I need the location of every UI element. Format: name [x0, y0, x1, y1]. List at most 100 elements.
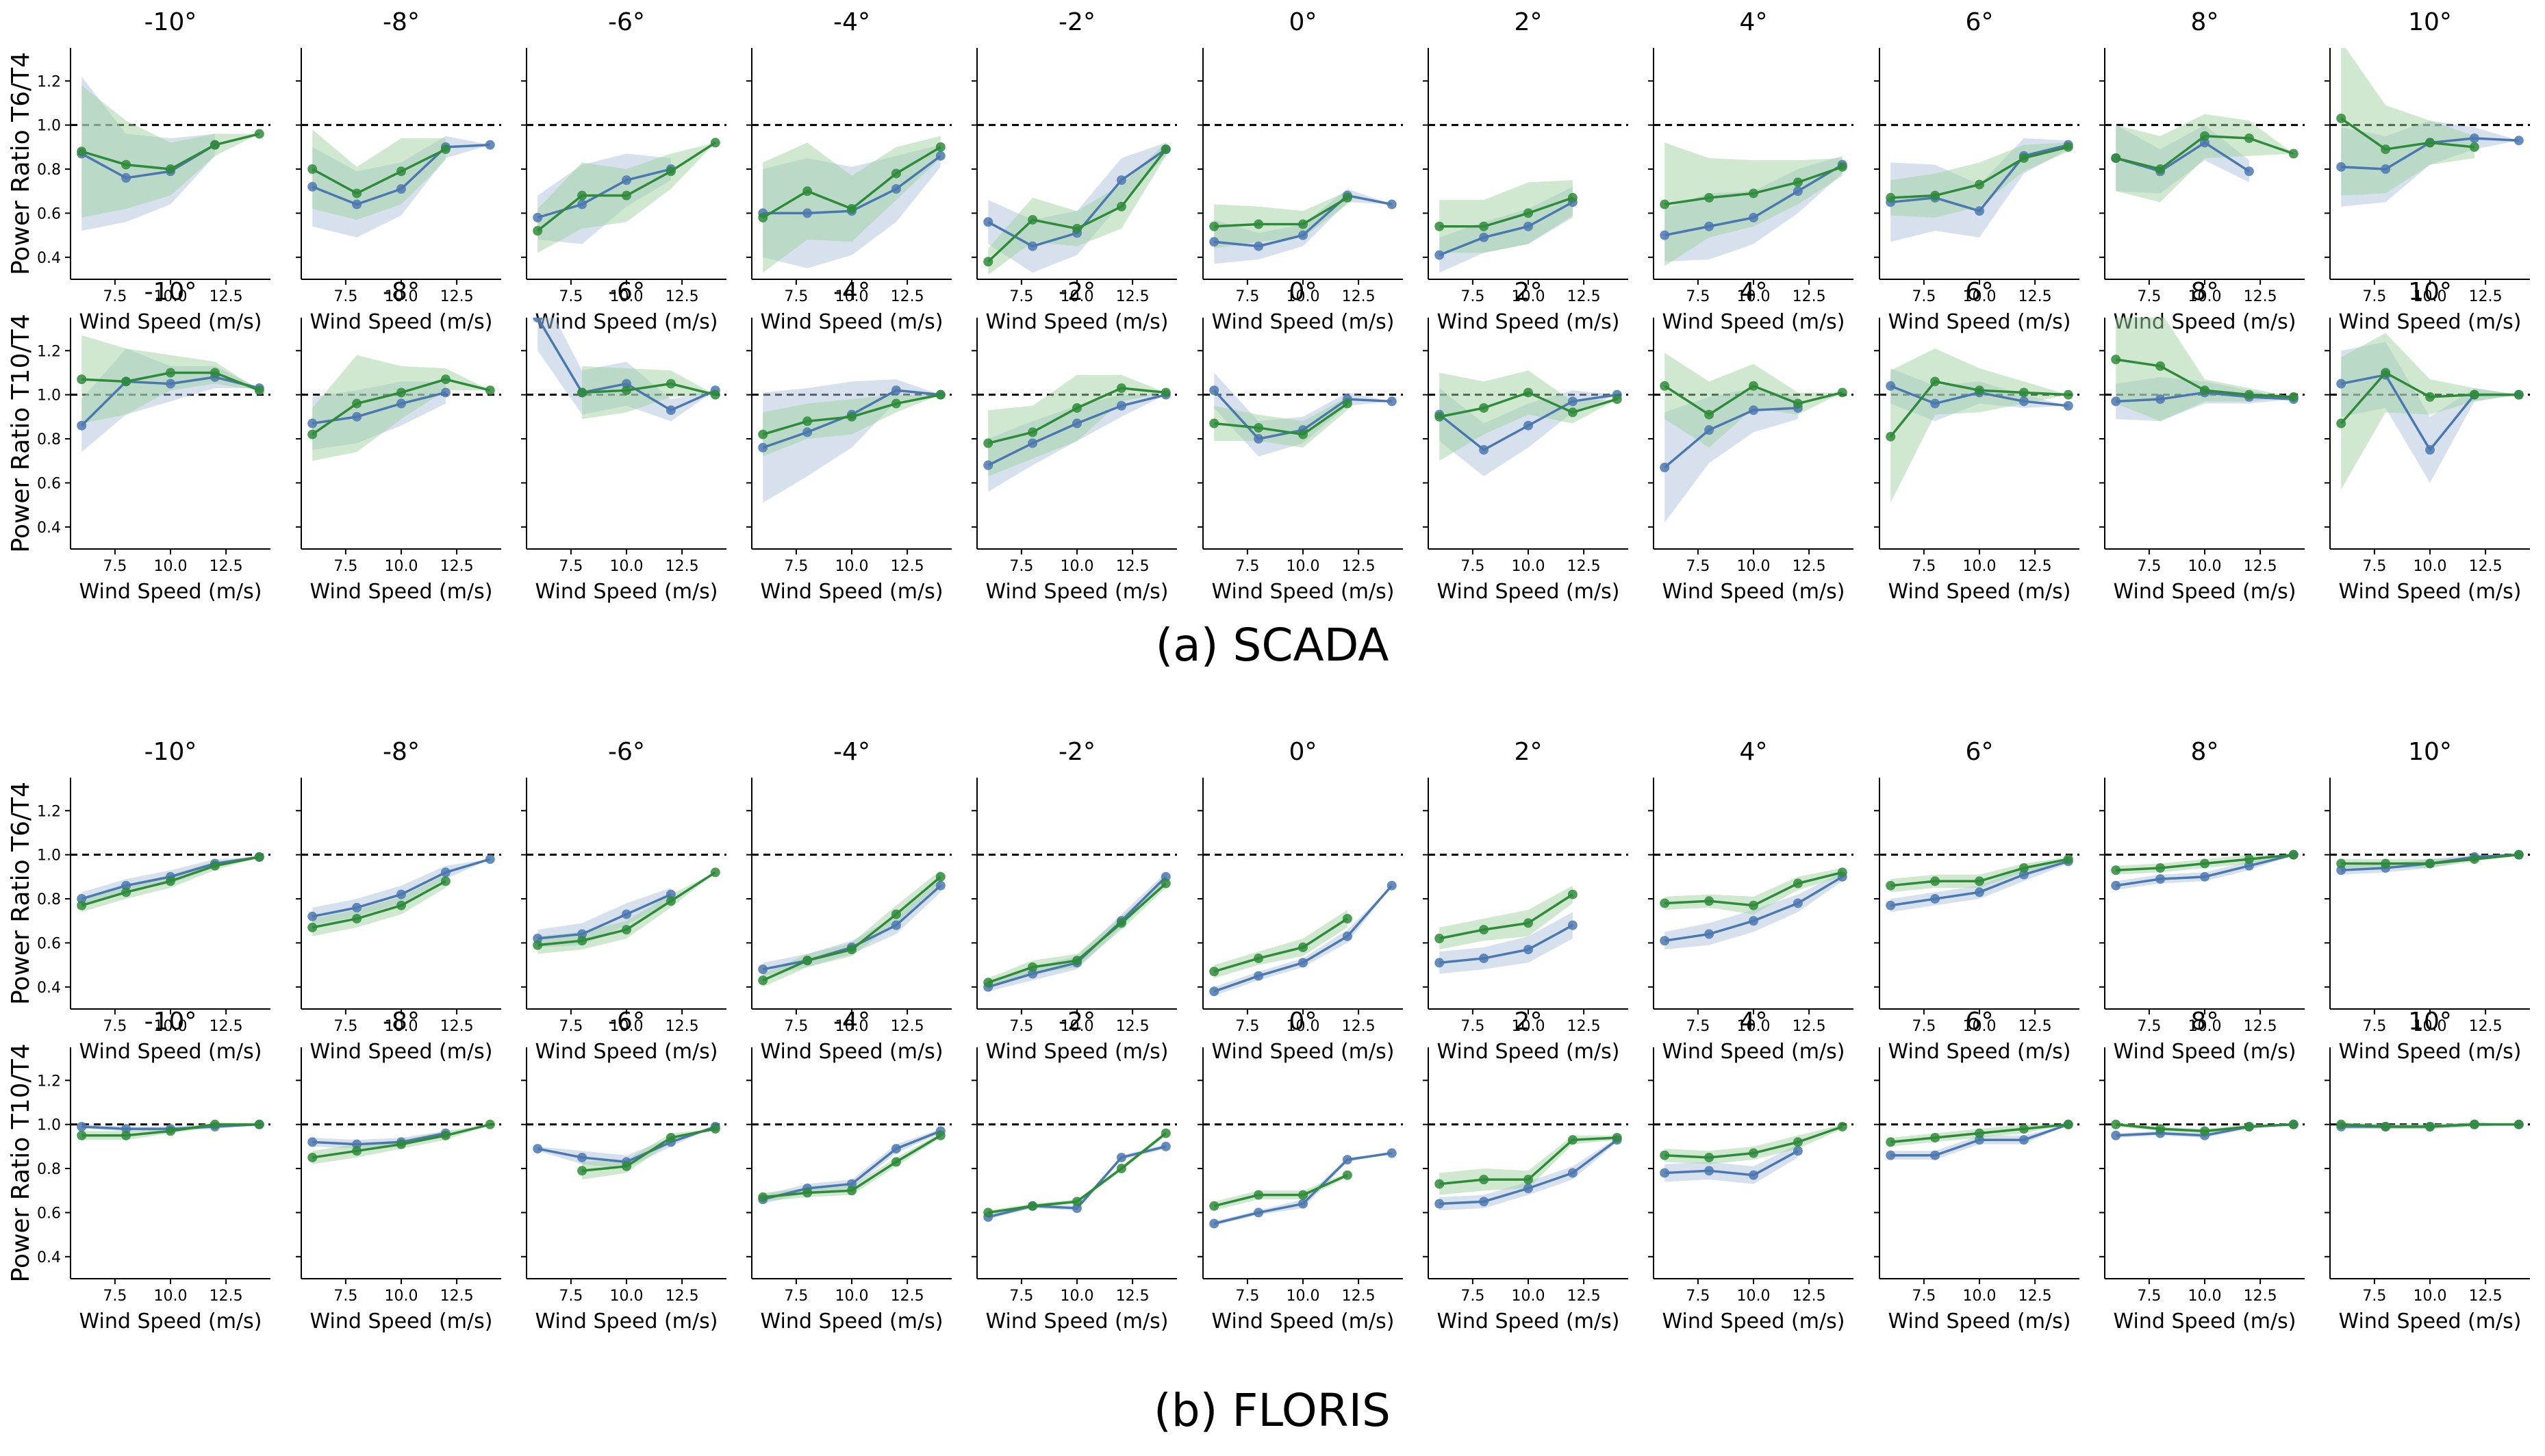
x-axis-label: Wind Speed (m/s) [1212, 580, 1395, 604]
green-data-point [2381, 368, 2391, 378]
x-tick-label: 7.5 [1235, 288, 1259, 305]
green-data-point [577, 936, 587, 946]
x-axis-label: Wind Speed (m/s) [761, 1310, 944, 1333]
x-tick-label: 10.0 [1287, 558, 1320, 575]
green-data-point [1072, 223, 1082, 233]
green-confidence-band [1214, 1173, 1347, 1211]
x-tick-label: 12.5 [666, 558, 699, 575]
x-tick-label: 10.0 [1061, 558, 1094, 575]
blue-data-point [2469, 133, 2479, 143]
panel-plot-area [977, 374, 1177, 492]
x-tick-label: 10.0 [1963, 1018, 1997, 1035]
x-tick-label: 7.5 [2137, 1288, 2161, 1305]
blue-data-point [1704, 1166, 1714, 1176]
x-tick-label: 10.0 [154, 558, 188, 575]
blue-data-point [533, 933, 543, 943]
panel-plot-area [752, 1123, 952, 1205]
x-tick-label: 12.5 [2244, 1018, 2277, 1035]
blue-data-point [2336, 379, 2346, 389]
panel: -10° 0.4 0.6 0.8 1.0 1.2 7.5 10.0 12.5 Wind Speed… [37, 8, 270, 334]
blue-data-point [891, 385, 901, 396]
x-tick-label: 10.0 [1061, 288, 1094, 305]
panel-title: -4° [833, 278, 870, 306]
green-data-point [2018, 863, 2029, 873]
blue-data-point [1298, 1199, 1308, 1209]
green-data-point [2381, 858, 2391, 869]
blue-data-point [485, 140, 495, 150]
section-caption-floris: (b) FLORIS [1154, 1384, 1391, 1437]
green-data-point [710, 867, 720, 878]
green-data-point [2200, 858, 2210, 869]
green-data-point [710, 389, 720, 400]
x-tick-label: 12.5 [2244, 1288, 2277, 1305]
blue-data-point [396, 398, 406, 409]
green-confidence-band [81, 85, 259, 218]
x-axis-label: Wind Speed (m/s) [1437, 1040, 1620, 1064]
green-data-point [2469, 142, 2479, 152]
panel: -8° 7.5 10.0 12.5 Wind Speed (m/s) [296, 1008, 501, 1333]
x-tick-label: 12.5 [440, 1288, 474, 1305]
x-tick-label: 12.5 [1567, 558, 1601, 575]
green-data-point [2425, 858, 2435, 869]
panel: 4° 7.5 10.0 12.5 Wind Speed (m/s) [1648, 278, 1853, 604]
green-data-point [121, 159, 131, 170]
panel-plot-area [2330, 48, 2530, 207]
green-data-point [802, 1188, 813, 1198]
green-data-point [622, 1161, 631, 1171]
x-axis-label: Wind Speed (m/s) [310, 1040, 493, 1064]
blue-data-point [1209, 385, 1219, 396]
green-data-point [77, 900, 87, 910]
blue-data-point [352, 902, 362, 912]
y-tick-label: 0.8 [37, 1161, 61, 1178]
blue-data-point [1434, 958, 1445, 968]
y-tick-label: 1.2 [37, 803, 61, 820]
x-tick-label: 12.5 [1793, 558, 1826, 575]
panel: -6° 7.5 10.0 12.5 Wind Speed (m/s) [521, 738, 726, 1064]
panel-title: 4° [1740, 8, 1768, 36]
green-confidence-band [1664, 142, 1843, 266]
green-data-point [1975, 876, 1984, 886]
x-tick-label: 10.0 [2414, 558, 2447, 575]
blue-data-point [622, 175, 631, 186]
x-axis-label: Wind Speed (m/s) [986, 1040, 1169, 1064]
blue-data-point [1567, 396, 1578, 407]
y-tick-label: 0.6 [37, 1205, 61, 1222]
green-data-point [1298, 942, 1308, 952]
green-data-point [307, 164, 318, 175]
panel-title: -2° [1059, 1008, 1096, 1036]
blue-data-point [2111, 1130, 2121, 1140]
panel-plot-area [301, 1119, 501, 1164]
x-tick-label: 10.0 [1963, 558, 1997, 575]
panel: 8° 7.5 10.0 12.5 Wind Speed (m/s) [2099, 738, 2305, 1064]
blue-data-point [891, 184, 901, 194]
green-data-point [1704, 1152, 1714, 1162]
panel-title: 2° [1515, 8, 1543, 36]
green-data-point [1254, 953, 1264, 963]
panel-title: -10° [144, 8, 197, 36]
x-tick-label: 7.5 [1460, 1288, 1484, 1305]
x-axis-label: Wind Speed (m/s) [310, 1310, 493, 1333]
y-tick-label: 1.0 [37, 118, 61, 135]
green-data-point [622, 925, 631, 935]
x-tick-label: 12.5 [2018, 558, 2052, 575]
panel-title: 8° [2191, 278, 2219, 306]
x-tick-label: 10.0 [1061, 1288, 1094, 1305]
x-axis-label: Wind Speed (m/s) [1212, 1040, 1395, 1064]
green-data-point [1612, 1132, 1622, 1142]
blue-data-point [121, 173, 131, 183]
green-data-point [1930, 876, 1940, 886]
x-axis-label: Wind Speed (m/s) [1888, 580, 2071, 604]
green-data-point [1116, 201, 1126, 212]
green-data-point [121, 376, 131, 387]
panel-title: -4° [833, 1008, 870, 1036]
panel-title: 10° [2408, 278, 2452, 306]
blue-data-point [1704, 929, 1714, 939]
panel: 4° 7.5 10.0 12.5 Wind Speed (m/s) [1648, 738, 1853, 1064]
x-tick-label: 7.5 [1009, 1018, 1033, 1035]
x-tick-label: 12.5 [2244, 558, 2277, 575]
green-series-line [2340, 117, 2475, 151]
panel: 6° 7.5 10.0 12.5 Wind Speed (m/s) [1874, 8, 2079, 334]
green-data-point [1479, 925, 1489, 935]
green-data-point [1930, 1132, 1940, 1142]
panel-plot-area [301, 355, 501, 461]
